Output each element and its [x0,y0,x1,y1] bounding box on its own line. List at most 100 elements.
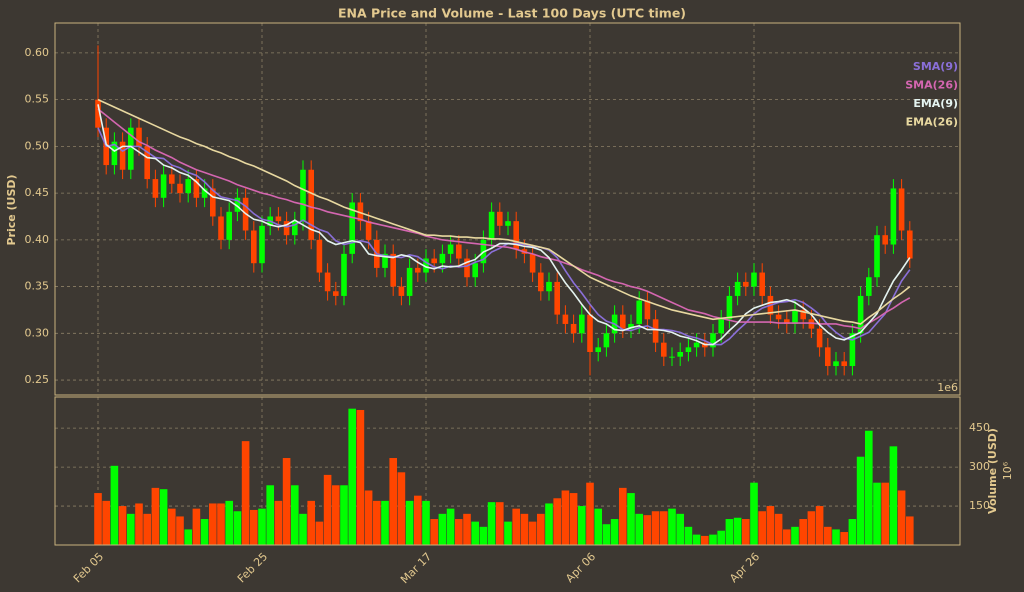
candle-body [226,211,232,240]
volume-bar [315,521,324,545]
volume-bar [717,530,725,545]
volume-bar [545,503,553,545]
candle-body [415,267,421,273]
candle-body [497,211,503,226]
candle-body [710,333,716,348]
legend-label: EMA(26) [906,116,958,129]
candle-body [866,277,872,296]
candle-body [907,230,913,259]
volume-bar [537,513,545,545]
volume-bar [692,534,701,545]
indicator-line [97,104,911,346]
volume-bar [110,465,119,545]
candle-body [587,314,593,353]
volume-bar [299,513,307,545]
indicator-line [97,98,911,325]
candle-body [603,333,610,348]
candle-body [456,244,462,259]
candle-body [562,314,569,324]
candle-body [841,361,847,367]
candle-body [579,314,585,334]
volume-bar [701,535,709,545]
volume-axis-label: Volume (USD) [986,428,999,514]
volume-bar [217,503,225,545]
volume-bar [364,490,373,545]
candle-body [447,244,454,254]
y-tick-label: 0.30 [25,326,50,339]
volume-bar [200,519,209,545]
volume-bar [848,519,857,545]
volume-bar [815,506,824,545]
candle-body [283,221,290,236]
candle-body [595,347,601,353]
volume-bar [856,456,865,545]
legend-label: SMA(26) [905,79,958,92]
x-tick-label: Feb 05 [71,550,106,585]
volume-bar [578,506,586,545]
volume-bar [750,482,758,545]
volume-bar [709,534,717,545]
candle-body [234,197,241,212]
volume-bar [192,508,201,545]
candle-body [800,309,806,320]
volume-bar [635,513,643,545]
volume-bar [906,516,914,545]
candle-body [365,221,372,240]
candle-body [169,174,175,184]
volume-unit: 10⁶ [1001,461,1014,480]
volume-bar [356,409,365,545]
candle-body [218,216,224,240]
volume-bar [594,508,602,545]
volume-bar [651,511,660,545]
candle-body [546,281,552,292]
volume-bar [504,521,512,545]
volume-bar [807,511,816,545]
volume-bar [209,503,217,545]
volume-bar [168,508,176,545]
volume-bar [282,458,291,545]
volume-bar [512,508,520,545]
candle-body [661,342,667,357]
volume-bar [307,500,315,545]
y-tick-label: 0.60 [25,46,50,59]
volume-bar [783,529,791,545]
volume-bar [684,526,693,545]
volume-bar [159,489,168,545]
candle-body [324,272,331,292]
volume-bar [118,506,127,545]
candle-body [538,272,544,292]
candle-body [570,323,577,334]
x-tick-label: Apr 26 [727,550,762,585]
volume-bar [373,500,381,545]
candle-body [808,319,815,329]
volume-bar [455,519,463,545]
candle-body [620,314,626,329]
candle-body [472,263,478,278]
volume-bar [865,430,873,545]
y-tick-label: 0.45 [25,186,50,199]
volume-bar [397,472,406,545]
volume-bar [405,500,414,545]
candle-body [423,258,429,273]
volume-bar [291,485,299,545]
volume-bar [340,485,348,545]
candle-body [292,221,298,236]
volume-bar [873,482,881,545]
candle-body [152,179,159,198]
candle-body [300,169,306,222]
volume-bar [520,513,529,545]
volume-bar [676,513,684,545]
volume-bar [94,493,102,545]
indicator-line [97,127,911,346]
candle-body [398,286,405,296]
candle-body [439,253,446,264]
y-axis-label: Price (USD) [5,174,18,245]
candle-body [554,281,560,315]
volume-bar [725,519,734,545]
volume-bar [422,500,430,545]
candle-body [390,253,396,287]
candle-body [726,295,733,320]
volume-frame [54,396,961,546]
candle-body [160,174,167,198]
candle-body [890,188,897,245]
